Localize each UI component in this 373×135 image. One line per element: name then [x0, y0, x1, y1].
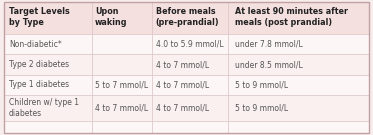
Text: At least 90 minutes after
meals (post prandial): At least 90 minutes after meals (post pr… [235, 7, 348, 27]
Text: 5 to 7 mmol/L: 5 to 7 mmol/L [95, 80, 148, 90]
Bar [228, 75, 369, 95]
Text: Children w/ type 1
diabetes: Children w/ type 1 diabetes [9, 98, 79, 118]
Bar [228, 54, 369, 75]
Bar [92, 54, 152, 75]
Text: Non-diabetic*: Non-diabetic* [9, 40, 62, 49]
Bar [4, 121, 92, 133]
Text: 5 to 9 mmol/L: 5 to 9 mmol/L [235, 80, 288, 90]
Bar [92, 121, 152, 133]
Bar [4, 75, 92, 95]
Text: under 7.8 mmol/L: under 7.8 mmol/L [235, 40, 303, 49]
Bar [92, 34, 152, 54]
Text: Upon
waking: Upon waking [95, 7, 127, 27]
Text: 4.0 to 5.9 mmol/L: 4.0 to 5.9 mmol/L [156, 40, 223, 49]
Bar [152, 2, 228, 34]
Text: Before meals
(pre-prandial): Before meals (pre-prandial) [156, 7, 219, 27]
Text: 5 to 9 mmol/L: 5 to 9 mmol/L [235, 104, 288, 112]
Bar [92, 2, 152, 34]
Bar [152, 54, 228, 75]
Bar [152, 34, 228, 54]
Text: 4 to 7 mmol/L: 4 to 7 mmol/L [156, 80, 209, 90]
Text: under 8.5 mmol/L: under 8.5 mmol/L [235, 60, 303, 69]
Bar [228, 34, 369, 54]
Bar [92, 75, 152, 95]
Text: 4 to 7 mmol/L: 4 to 7 mmol/L [95, 104, 148, 112]
Bar [92, 95, 152, 121]
Text: 4 to 7 mmol/L: 4 to 7 mmol/L [156, 104, 209, 112]
Bar [228, 121, 369, 133]
Bar [228, 95, 369, 121]
Text: Target Levels
by Type: Target Levels by Type [9, 7, 70, 27]
Text: 4 to 7 mmol/L: 4 to 7 mmol/L [156, 60, 209, 69]
Bar [152, 121, 228, 133]
Bar [4, 2, 92, 34]
Bar [152, 95, 228, 121]
Text: Type 1 diabetes: Type 1 diabetes [9, 80, 69, 90]
Bar [4, 34, 92, 54]
Bar [228, 2, 369, 34]
Bar [4, 54, 92, 75]
Text: Type 2 diabetes: Type 2 diabetes [9, 60, 69, 69]
Bar [4, 95, 92, 121]
Bar [152, 75, 228, 95]
